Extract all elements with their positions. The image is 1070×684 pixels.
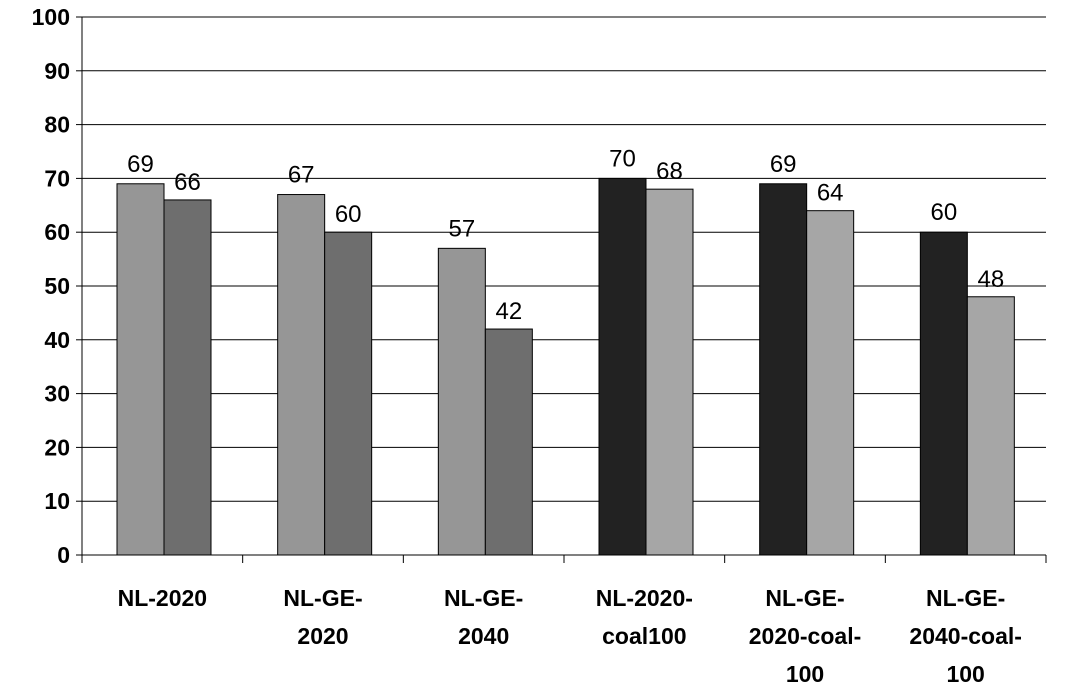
data-label: 69 — [770, 151, 797, 178]
data-label: 66 — [174, 169, 201, 196]
y-tick-label: 0 — [57, 542, 70, 568]
x-category-label: 100 — [786, 661, 824, 684]
x-category-label: NL-2020- — [596, 585, 693, 611]
bar — [437, 247, 486, 556]
bar — [919, 231, 968, 556]
x-category-label: NL-2020 — [118, 585, 207, 611]
bar — [645, 188, 694, 556]
bar — [324, 231, 373, 556]
bars — [116, 177, 1015, 556]
x-category-label: 100 — [946, 661, 984, 684]
data-label: 64 — [817, 180, 844, 207]
data-label: 67 — [288, 162, 315, 189]
y-tick-label: 50 — [44, 273, 70, 299]
x-category-label: NL-GE- — [926, 585, 1005, 611]
x-category-labels: NL-2020 NL-GE- 2020 NL-GE- 2040 NL-2020- coal1… — [118, 585, 1022, 684]
bar — [484, 328, 533, 556]
x-category-label: 2040 — [458, 623, 509, 649]
y-tick-label: 30 — [44, 381, 70, 407]
y-tick-label: 70 — [44, 165, 70, 191]
y-tick-label: 90 — [44, 58, 70, 84]
bar — [277, 194, 326, 556]
x-category-label: 2020 — [297, 623, 348, 649]
x-category-label: NL-GE- — [283, 585, 362, 611]
data-labels: 69 66 67 60 57 42 70 68 69 64 60 48 — [127, 145, 1004, 325]
x-category-label: 2040-coal- — [909, 623, 1022, 649]
y-tick-labels: 0 10 20 30 40 50 60 70 80 90 100 — [32, 4, 70, 568]
y-tick-label: 40 — [44, 327, 70, 353]
gridlines — [82, 16, 1046, 502]
axes — [76, 16, 1047, 563]
bar — [598, 177, 647, 556]
x-category-label: NL-GE- — [765, 585, 844, 611]
y-tick-label: 80 — [44, 112, 70, 138]
bar — [116, 183, 165, 556]
data-label: 60 — [930, 199, 957, 226]
x-category-label: NL-GE- — [444, 585, 523, 611]
data-label: 60 — [335, 201, 362, 228]
data-label: 68 — [656, 158, 683, 185]
bar — [966, 296, 1015, 556]
data-label: 69 — [127, 151, 154, 178]
y-tick-label: 20 — [44, 434, 70, 460]
bar — [759, 183, 808, 556]
data-label: 48 — [977, 266, 1004, 293]
bar — [163, 199, 212, 556]
data-label: 57 — [448, 215, 475, 242]
y-tick-label: 10 — [44, 488, 70, 514]
y-tick-label: 60 — [44, 219, 70, 245]
y-tick-label: 100 — [32, 4, 70, 30]
bar — [806, 210, 855, 556]
data-label: 42 — [495, 298, 522, 325]
data-label: 70 — [609, 145, 636, 172]
x-category-label: coal100 — [602, 623, 686, 649]
x-category-label: 2020-coal- — [749, 623, 862, 649]
